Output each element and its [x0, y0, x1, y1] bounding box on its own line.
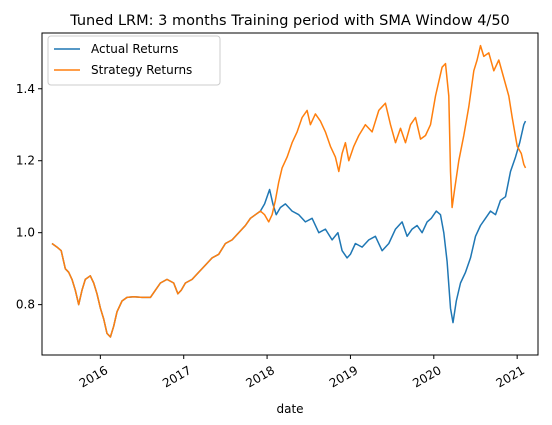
plot-frame — [41, 32, 539, 356]
chart-title: Tuned LRM: 3 months Training period with… — [69, 13, 510, 29]
x-axis: 2016 2017 2018 2019 2020 2021 — [77, 355, 527, 390]
x-tick-label: 2020 — [410, 363, 443, 390]
x-tick-label: 2016 — [77, 363, 110, 390]
legend-label-actual-returns: Actual Returns — [91, 42, 178, 56]
legend-label-strategy-returns: Strategy Returns — [91, 63, 192, 77]
legend-box — [47, 35, 221, 86]
plot-background — [42, 33, 538, 355]
x-tick-label: 2017 — [160, 363, 193, 390]
y-tick-label: 1.0 — [16, 226, 35, 240]
legend: Actual Returns Strategy Returns — [47, 35, 221, 86]
x-tick-label: 2021 — [494, 363, 527, 390]
plot-area — [41, 32, 539, 356]
y-tick-label: 1.2 — [16, 154, 35, 168]
x-tick-label: 2018 — [244, 363, 277, 390]
y-tick-label: 1.4 — [16, 82, 35, 96]
x-tick-label: 2019 — [327, 363, 360, 390]
y-tick-label: 0.8 — [16, 298, 35, 312]
series-layer — [51, 44, 527, 338]
x-axis-label: date — [276, 402, 303, 416]
y-axis: 0.8 1.0 1.2 1.4 — [16, 82, 42, 312]
series-line-strategy-returns — [51, 44, 527, 338]
